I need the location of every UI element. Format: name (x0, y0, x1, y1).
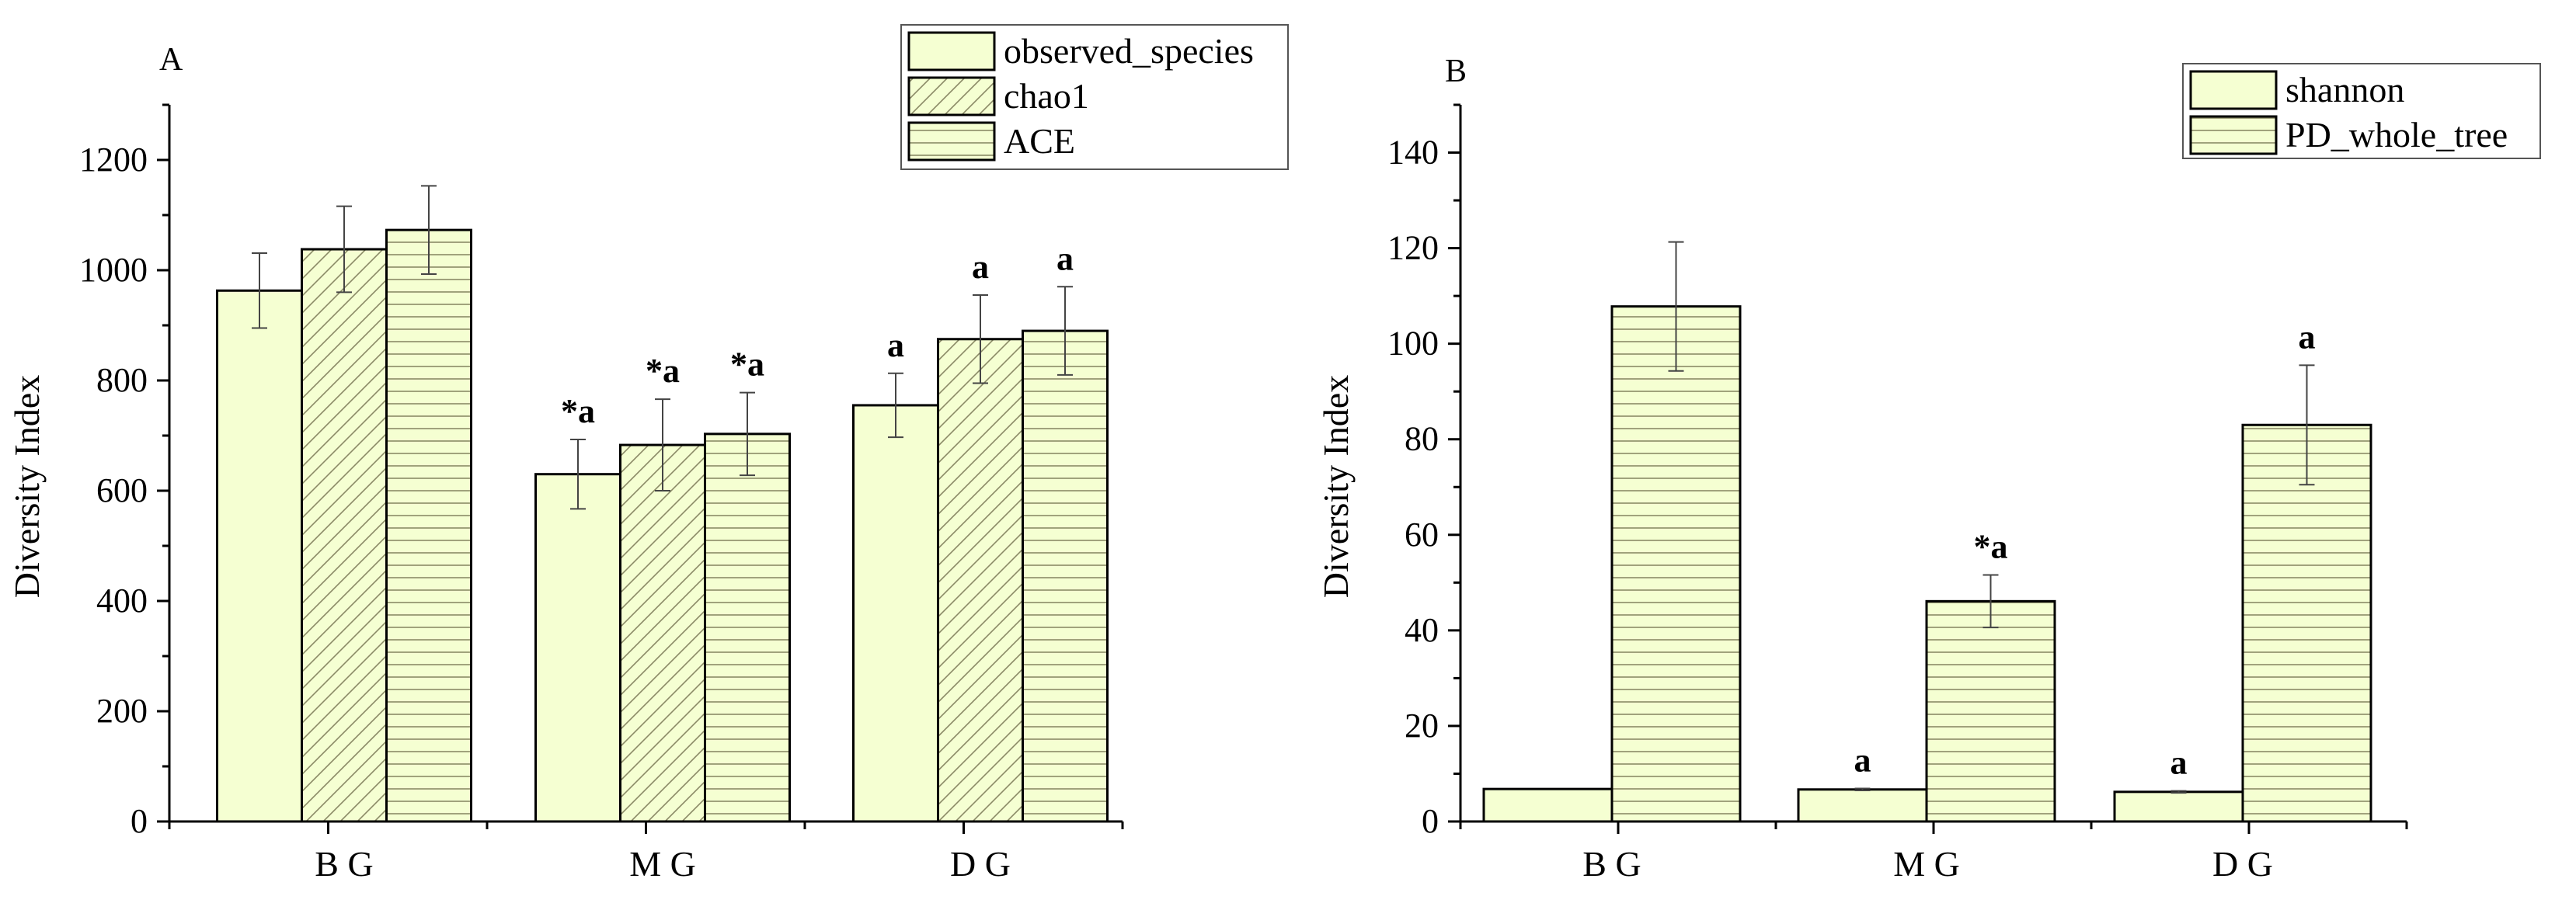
bar (705, 433, 790, 821)
bar (1798, 789, 1927, 821)
legend-label: shannon (2285, 70, 2404, 109)
legend-label: observed_species (1004, 31, 1254, 71)
y-tick-label: 1000 (79, 251, 148, 289)
bar (386, 230, 472, 821)
legend-swatch (909, 78, 994, 115)
x-tick-label: M G (629, 844, 696, 884)
bar (535, 474, 621, 821)
legend-swatch (2191, 71, 2276, 109)
y-tick-label: 60 (1405, 516, 1439, 554)
y-axis-label: Diversity Index (7, 375, 47, 598)
panel-label: B (1445, 54, 1467, 89)
bar (2243, 425, 2371, 821)
legend-swatch-outline (2189, 70, 2278, 110)
bar (1022, 331, 1108, 822)
y-tick-label: 40 (1405, 611, 1439, 649)
bar (301, 249, 387, 821)
panel-a: A 0 200 400 600 800 1000 1200 Diversity Index B G… (7, 24, 1289, 884)
legend-swatch (909, 123, 994, 160)
panel-label: A (159, 42, 183, 78)
bar (2115, 791, 2243, 821)
legend-swatch-outline (907, 121, 996, 162)
significance-label: a (2299, 318, 2316, 356)
bar (1612, 306, 1740, 821)
significance-label: a (972, 248, 989, 286)
significance-label: a (887, 326, 904, 364)
x-tick-label: B G (315, 844, 373, 884)
x-tick-label: D G (950, 844, 1011, 884)
y-axis-label: Diversity Index (1316, 375, 1356, 598)
y-tick-label: 20 (1405, 707, 1439, 745)
significance-label: *a (730, 346, 764, 384)
legend-swatch-outline (2189, 115, 2278, 155)
significance-label: *a (561, 392, 595, 430)
x-tick-label: M G (1893, 844, 1960, 884)
bar (620, 445, 705, 821)
y-tick-label: 200 (96, 692, 148, 730)
legend-swatch-outline (907, 76, 996, 116)
significance-label: *a (1974, 527, 2008, 565)
legend-swatch (909, 33, 994, 70)
x-tick-label: B G (1582, 844, 1641, 884)
significance-label: a (1854, 742, 1871, 780)
bar (1484, 789, 1612, 821)
y-tick-label: 100 (1387, 325, 1439, 363)
y-tick-label: 0 (1422, 802, 1439, 840)
significance-label: a (1057, 239, 1074, 277)
y-tick-label: 0 (131, 802, 148, 840)
significance-label: a (2170, 744, 2188, 782)
y-tick-label: 80 (1405, 420, 1439, 458)
legend-label: chao1 (1004, 76, 1089, 116)
bar (1927, 601, 2055, 821)
x-tick-label: D G (2212, 844, 2273, 884)
panel-b: B 0 20 40 60 80 100 120 140 Diversity Index B G M G… (1316, 54, 2541, 884)
y-tick-label: 600 (96, 471, 148, 509)
y-tick-label: 120 (1387, 229, 1439, 267)
y-tick-label: 400 (96, 582, 148, 620)
legend-label: PD_whole_tree (2285, 115, 2508, 155)
y-tick-label: 800 (96, 361, 148, 399)
y-tick-label: 140 (1387, 134, 1439, 172)
legend-label: ACE (1004, 121, 1075, 161)
legend-swatch-outline (907, 31, 996, 71)
bar (938, 339, 1023, 821)
y-tick-label: 1200 (79, 141, 148, 179)
bar (217, 290, 302, 821)
legend-swatch (2191, 116, 2276, 154)
bar (853, 405, 938, 821)
significance-label: *a (646, 352, 680, 390)
